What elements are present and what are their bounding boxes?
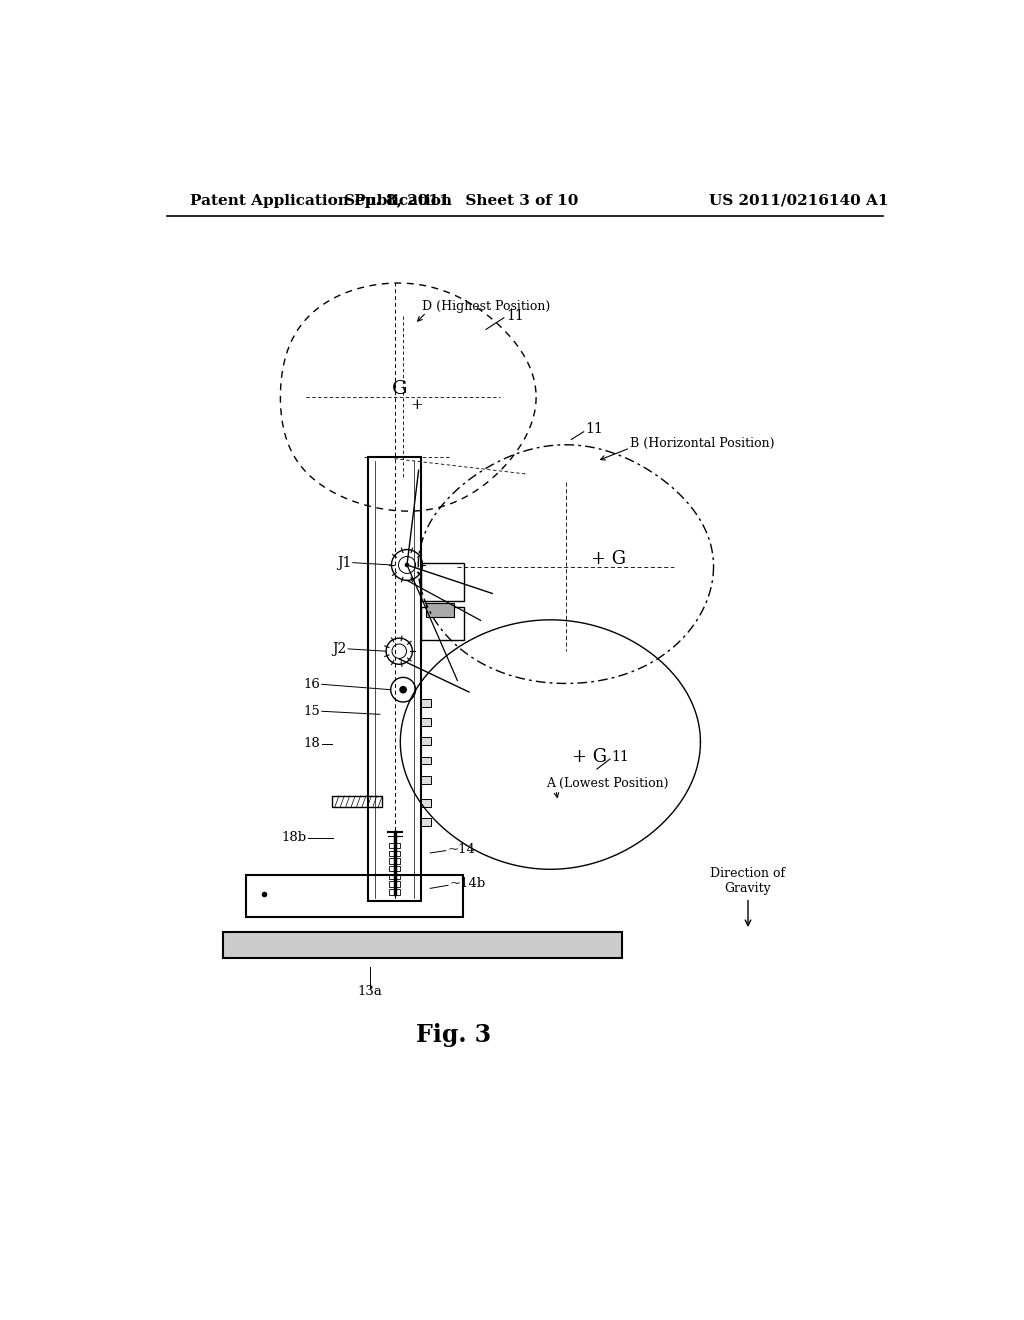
Bar bbox=[389, 890, 400, 895]
Text: 11: 11 bbox=[506, 309, 524, 323]
Text: Direction of
Gravity: Direction of Gravity bbox=[711, 867, 785, 895]
Text: +: + bbox=[411, 397, 424, 412]
Text: 18: 18 bbox=[303, 737, 321, 750]
Bar bbox=[389, 874, 400, 879]
Bar bbox=[421, 799, 431, 807]
Bar bbox=[389, 866, 400, 871]
Bar bbox=[421, 818, 431, 826]
Bar bbox=[421, 718, 431, 726]
Bar bbox=[421, 776, 431, 784]
Bar bbox=[421, 756, 431, 764]
Text: Sep. 8, 2011   Sheet 3 of 10: Sep. 8, 2011 Sheet 3 of 10 bbox=[344, 194, 579, 207]
Bar bbox=[421, 607, 464, 640]
Text: G: G bbox=[391, 380, 407, 399]
Bar bbox=[421, 738, 431, 744]
Text: A (Lowest Position): A (Lowest Position) bbox=[547, 777, 669, 791]
Circle shape bbox=[404, 562, 410, 568]
Bar bbox=[421, 562, 464, 601]
Circle shape bbox=[399, 686, 407, 693]
Text: 18b: 18b bbox=[282, 832, 306, 843]
Bar bbox=[369, 457, 421, 902]
Bar bbox=[332, 796, 382, 807]
Text: 11: 11 bbox=[611, 750, 629, 764]
Text: 16: 16 bbox=[303, 677, 321, 690]
Bar bbox=[421, 700, 431, 706]
Bar bbox=[246, 874, 463, 917]
Text: + G: + G bbox=[571, 748, 606, 767]
Text: + G: + G bbox=[591, 550, 626, 568]
Text: J1: J1 bbox=[337, 556, 351, 570]
Bar bbox=[389, 858, 400, 863]
Text: ~14b: ~14b bbox=[450, 878, 485, 890]
Bar bbox=[222, 932, 623, 958]
Bar bbox=[426, 603, 454, 616]
Text: B (Horizontal Position): B (Horizontal Position) bbox=[630, 437, 775, 450]
Text: D (Highest Position): D (Highest Position) bbox=[423, 300, 551, 313]
Text: ~14: ~14 bbox=[447, 842, 475, 855]
Text: US 2011/0216140 A1: US 2011/0216140 A1 bbox=[710, 194, 889, 207]
Text: J2: J2 bbox=[333, 642, 346, 656]
Bar bbox=[389, 843, 400, 849]
Text: Patent Application Publication: Patent Application Publication bbox=[190, 194, 452, 207]
Text: 11: 11 bbox=[586, 422, 603, 437]
Text: Fig. 3: Fig. 3 bbox=[416, 1023, 492, 1047]
Bar bbox=[389, 850, 400, 857]
Text: 13a: 13a bbox=[357, 985, 382, 998]
Bar bbox=[389, 882, 400, 887]
Text: 15: 15 bbox=[303, 705, 321, 718]
